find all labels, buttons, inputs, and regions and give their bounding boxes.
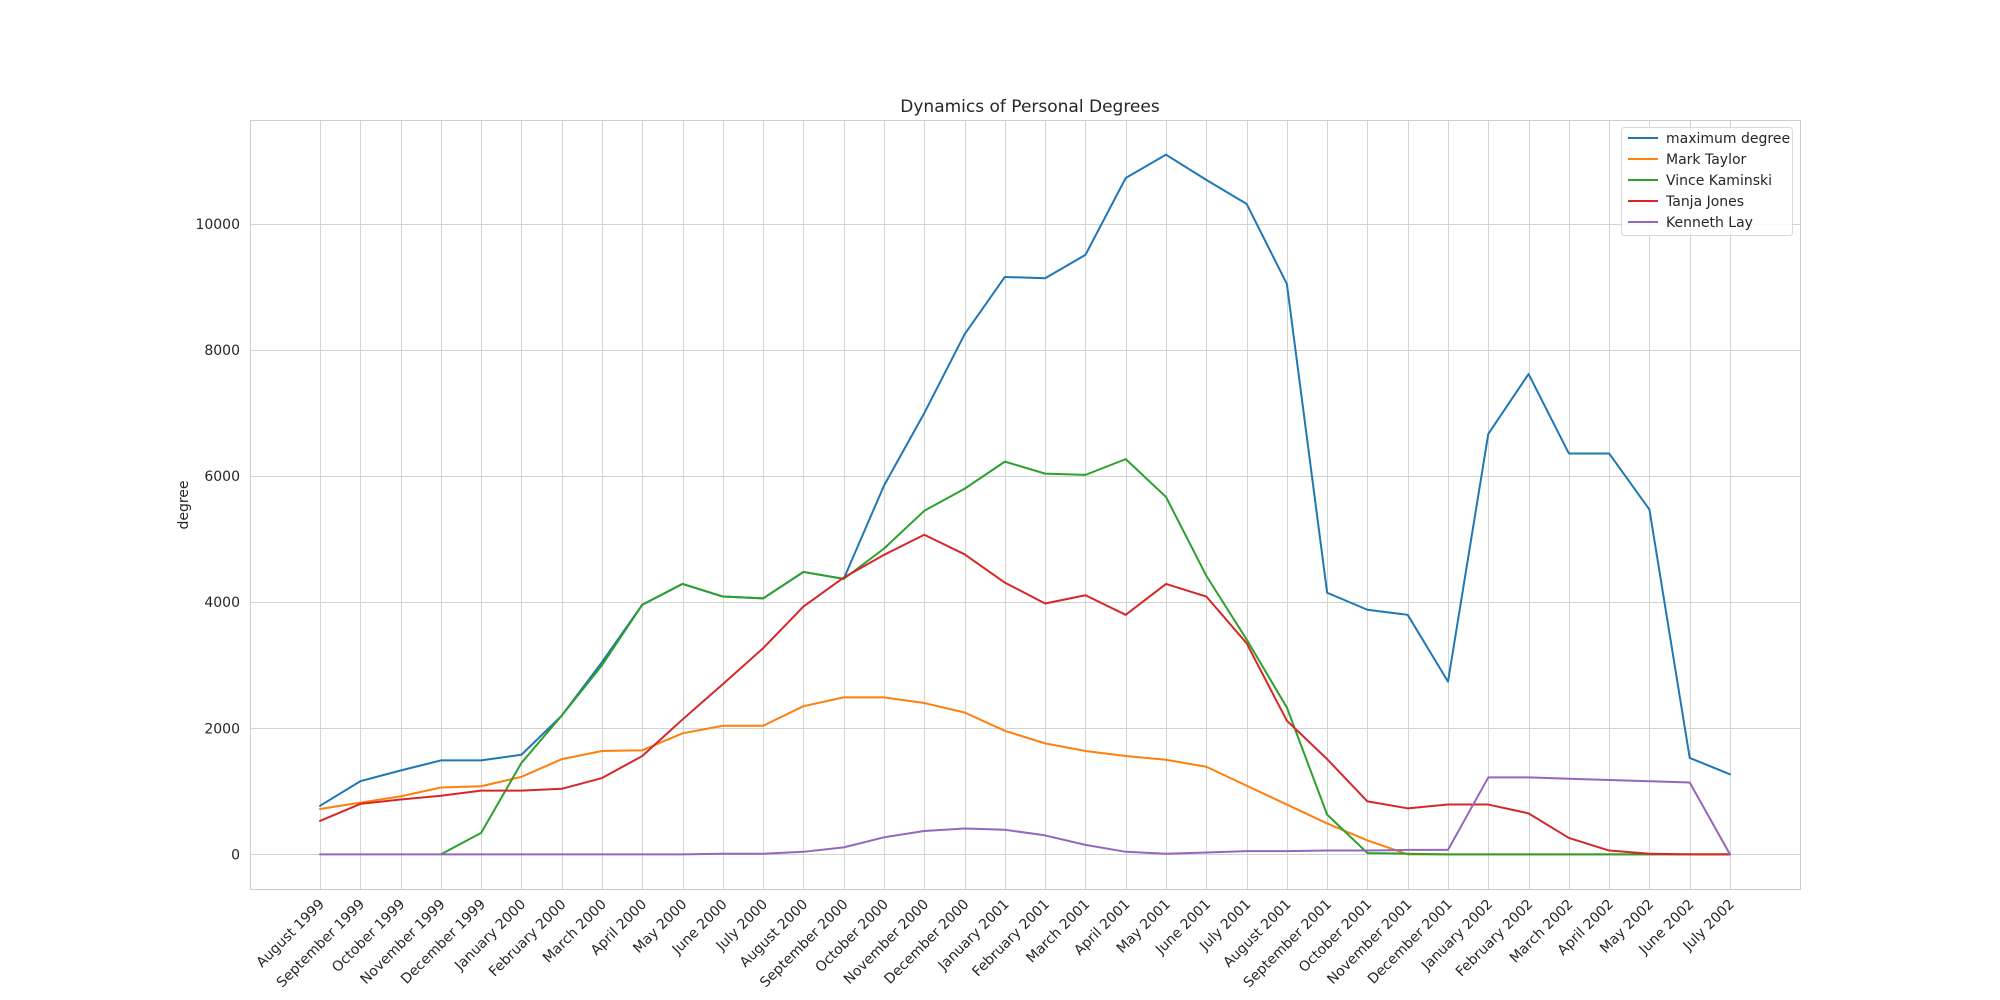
- legend-items: maximum degree Mark Taylor Vince Kaminski T…: [1628, 131, 1790, 231]
- series-layer: [319, 153, 1731, 856]
- series-line: [319, 696, 1731, 856]
- x-tick-label: August 1999: [254, 897, 328, 971]
- legend-label: Mark Taylor: [1666, 152, 1747, 168]
- y-tick-labels: 0 2000 4000 6000 8000 10000: [195, 217, 240, 863]
- legend[interactable]: maximum degree Mark Taylor Vince Kaminski T…: [1621, 127, 1793, 236]
- y-tick-label: 10000: [195, 217, 240, 233]
- y-axis-label: degree: [176, 480, 192, 529]
- y-tick-label: 8000: [204, 343, 240, 359]
- series-line: [319, 153, 1731, 807]
- y-tick-label: 6000: [204, 469, 240, 485]
- series-line: [319, 776, 1731, 856]
- x-tick-label: January 2000: [451, 897, 529, 975]
- grid-layer: [250, 120, 1800, 889]
- chart-title: Dynamics of Personal Degrees: [900, 97, 1160, 117]
- y-tick-label: 4000: [204, 595, 240, 611]
- x-tick-label: January 2002: [1418, 897, 1496, 975]
- legend-label: Kenneth Lay: [1666, 215, 1753, 231]
- y-tick-label: 2000: [204, 721, 240, 737]
- plot-frame: [250, 120, 1801, 890]
- series-line: [439, 458, 1731, 856]
- x-tick-label: January 2001: [935, 897, 1013, 975]
- legend-box: [1621, 127, 1793, 236]
- legend-label: maximum degree: [1666, 131, 1790, 147]
- series-line: [319, 533, 1731, 856]
- legend-label: Vince Kaminski: [1666, 173, 1772, 189]
- y-tick-label: 0: [231, 847, 240, 863]
- legend-label: Tanja Jones: [1665, 194, 1744, 210]
